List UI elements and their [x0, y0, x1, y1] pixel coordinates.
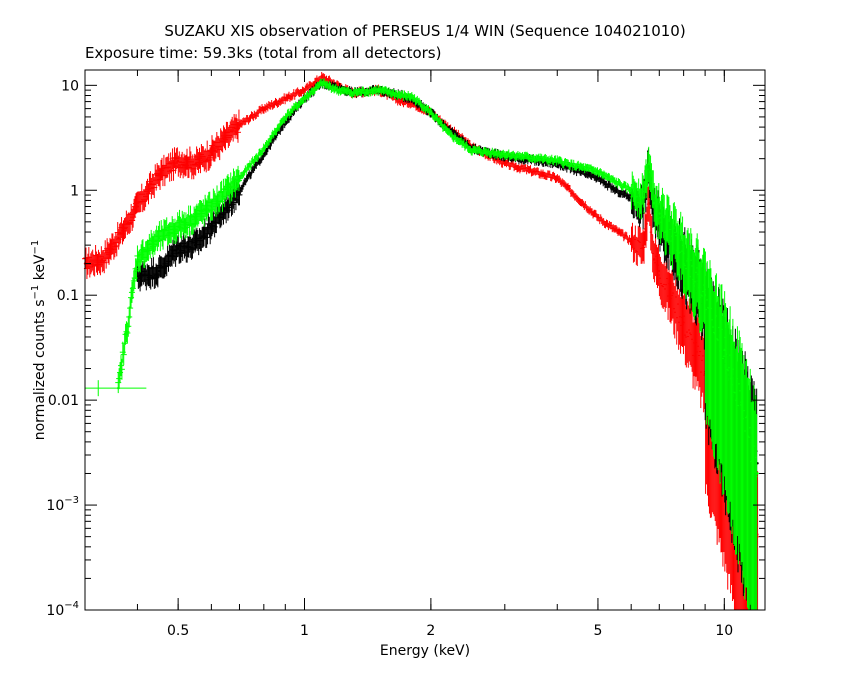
- series-0: [82, 71, 759, 610]
- x-tick-label: 0.5: [167, 623, 189, 639]
- data-layer: [82, 71, 759, 610]
- x-tick-label: 5: [593, 623, 602, 639]
- x-tick-label: 10: [715, 623, 733, 639]
- x-tick-label: 2: [426, 623, 435, 639]
- y-axis: 10 1 0.1 0.01 10−3 10−4: [46, 78, 765, 619]
- series-2: [115, 78, 759, 610]
- series-1: [134, 78, 759, 610]
- y-tick-label: 1: [70, 183, 79, 199]
- y-axis-label: normalized counts s−1 keV−1: [30, 240, 48, 441]
- x-axis-label: Energy (keV): [380, 643, 470, 659]
- chart-subtitle: Exposure time: 59.3ks (total from all de…: [85, 44, 441, 62]
- chart-title: SUZAKU XIS observation of PERSEUS 1/4 WI…: [164, 22, 685, 40]
- plot-frame: [84, 69, 766, 611]
- y-tick-label: 0.1: [57, 288, 79, 304]
- x-tick-label: 1: [300, 623, 309, 639]
- x-axis: 0.5 1 2 5 10: [84, 70, 733, 639]
- y-tick-label: 10−4: [46, 600, 79, 619]
- y-tick-label: 10−3: [46, 495, 79, 514]
- y-tick-label: 10: [61, 78, 79, 94]
- y-tick-label: 0.01: [48, 393, 79, 409]
- wide-bin: [85, 380, 147, 397]
